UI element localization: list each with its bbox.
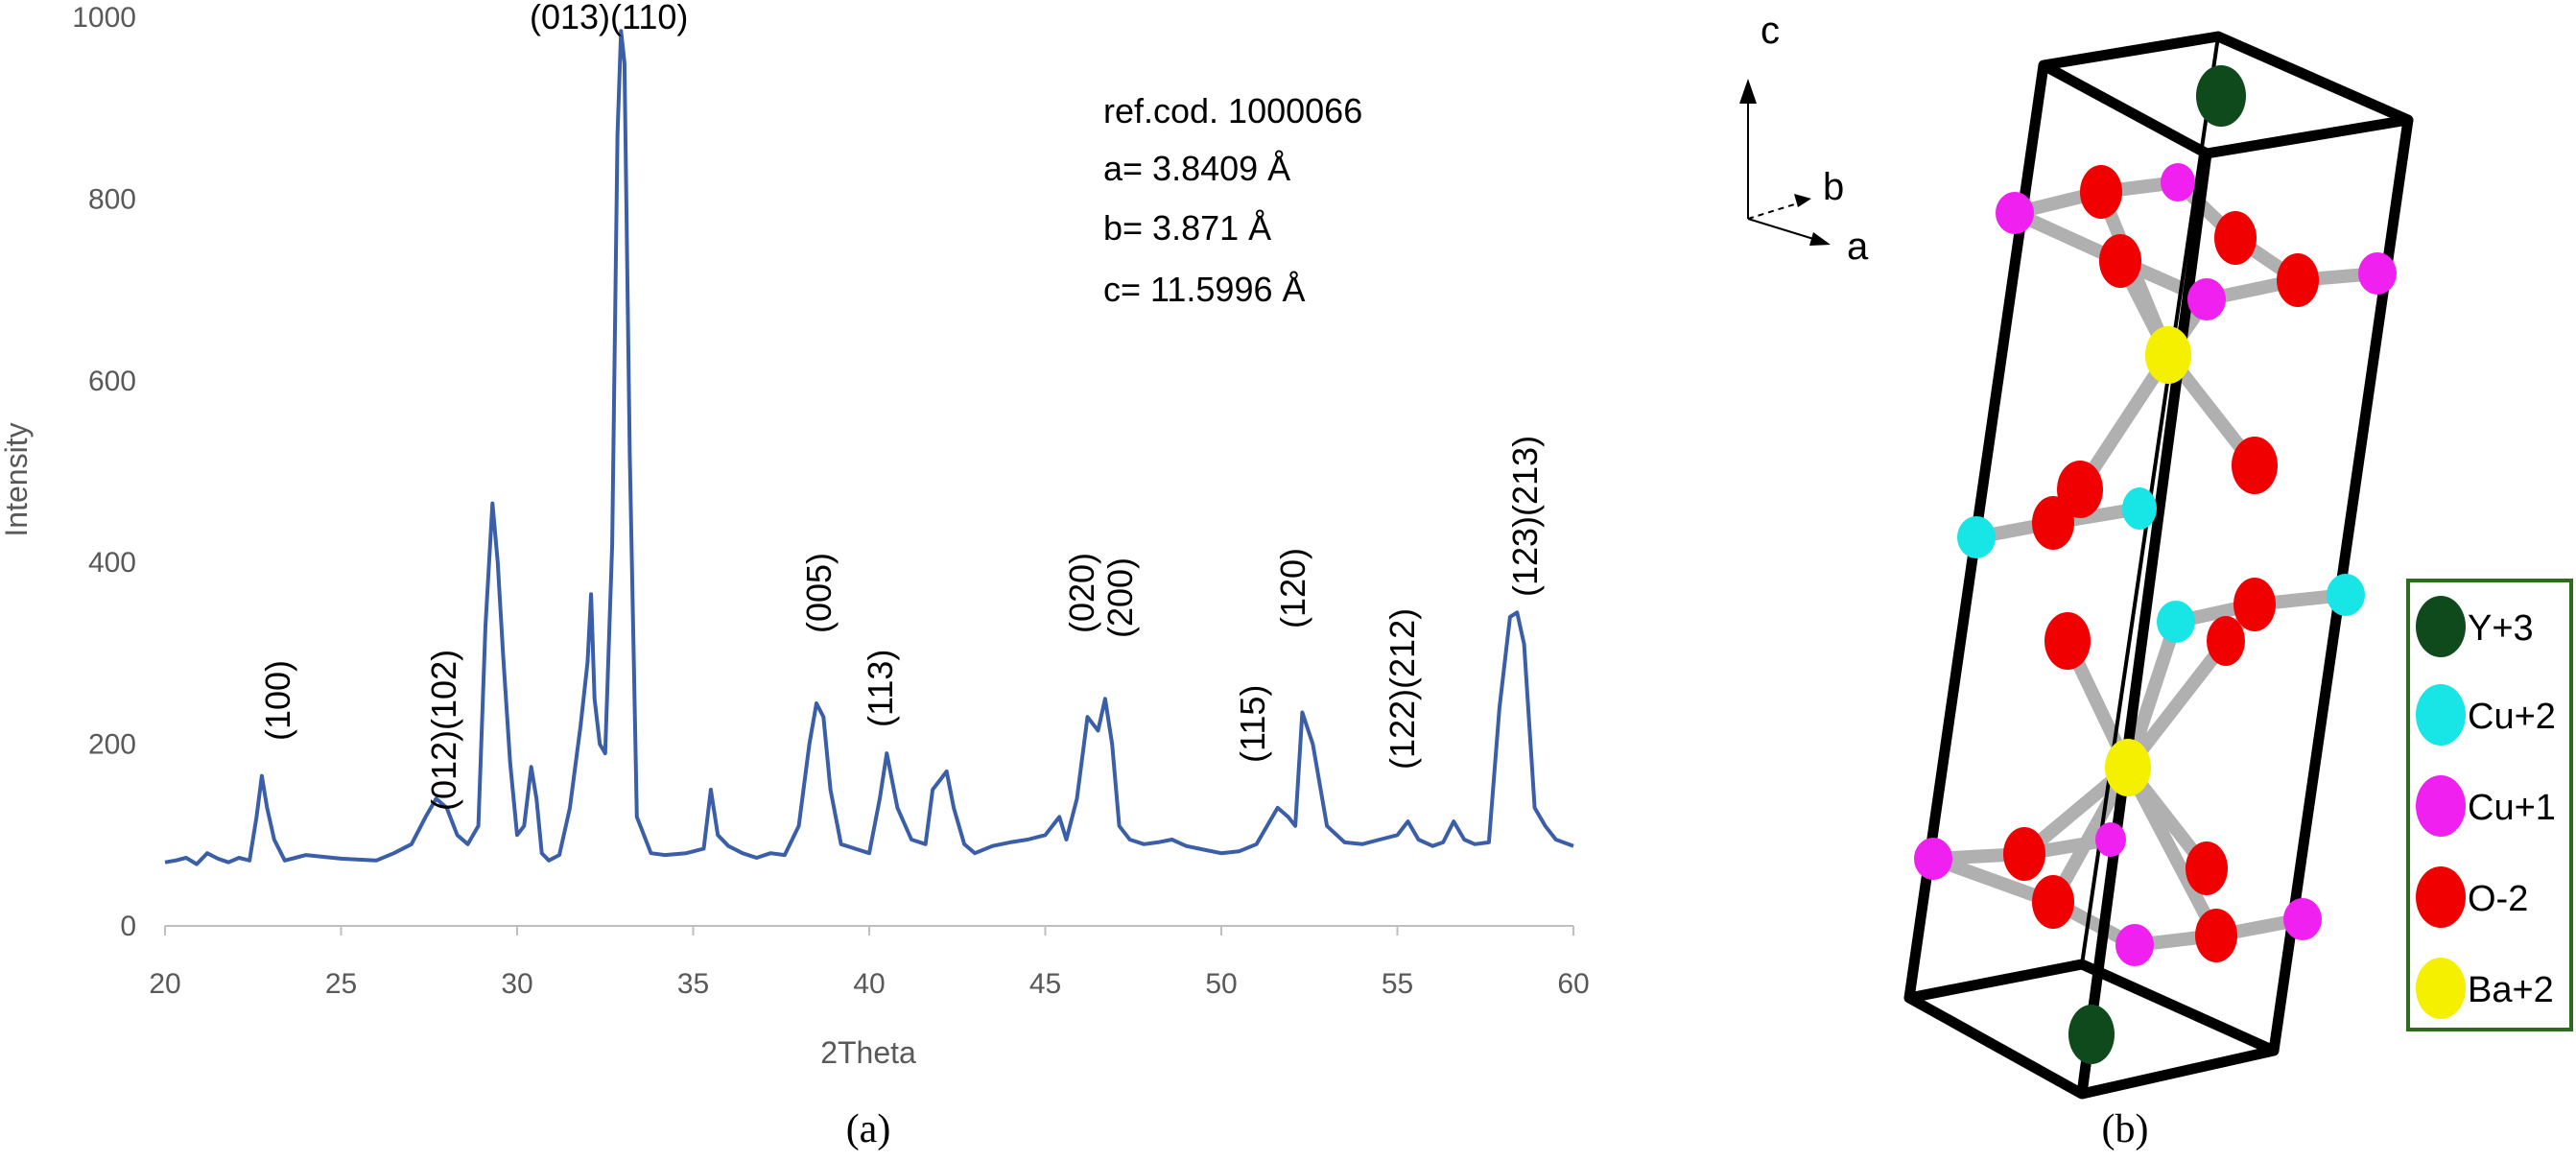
peak-label-012-102: (012)(102) — [424, 650, 463, 811]
structure-legend: Y+3 Cu+2 Cu+1 O-2 Ba+2 — [2406, 579, 2573, 1031]
peak-label-123-213: (123)(213) — [1505, 436, 1545, 597]
svg-text:Ba+2: Ba+2 — [2468, 970, 2554, 1010]
xrd-chart: 0 200 400 600 800 1000 20 25 30 35 40 45 50 55 60 Int… — [0, 0, 1590, 1151]
peak-label-200: (200) — [1100, 557, 1140, 638]
peak-label-113: (113) — [861, 650, 900, 727]
x-axis-label: 2Theta — [820, 1035, 916, 1070]
peak-label-013-110: (013)(110) — [530, 0, 688, 36]
atom-y-bottom — [2068, 1005, 2115, 1064]
axis-c-label: c — [1761, 10, 1780, 52]
x-tick-label: 35 — [677, 968, 709, 1000]
y-tick-label: 0 — [120, 911, 136, 942]
axes-glyph: c b a — [1739, 10, 1869, 268]
svg-text:Cu+1: Cu+1 — [2468, 788, 2556, 828]
legend-item-cu2: Cu+2 — [2416, 684, 2556, 746]
y-tick-label: 1000 — [72, 2, 136, 34]
legend-item-ba: Ba+2 — [2416, 958, 2554, 1019]
x-tick-label: 60 — [1557, 968, 1589, 1000]
svg-text:Cu+2: Cu+2 — [2468, 697, 2556, 737]
svg-text:O-2: O-2 — [2468, 879, 2528, 919]
crystal-structure: c b a — [1739, 10, 2573, 1151]
y-tick-label: 600 — [88, 366, 136, 397]
x-tick-marks — [164, 926, 1574, 936]
x-tick-label: 25 — [325, 968, 357, 1000]
panel-label-b: (b) — [2102, 1107, 2149, 1151]
x-tick-labels: 20 25 30 35 40 45 50 55 60 — [149, 968, 1589, 1000]
y-axis-label: Intensity — [0, 422, 34, 536]
peak-label-005: (005) — [799, 553, 839, 633]
peak-label-122-212: (122)(212) — [1383, 608, 1422, 770]
legend-item-cu1: Cu+1 — [2416, 775, 2556, 837]
y-tick-labels: 0 200 400 600 800 1000 — [72, 2, 136, 942]
lattice-b: b= 3.871 Å — [1103, 208, 1271, 248]
y-tick-label: 400 — [88, 547, 136, 579]
svg-text:Y+3: Y+3 — [2468, 608, 2534, 649]
x-tick-label: 45 — [1029, 968, 1061, 1000]
a-arrow-icon — [1809, 232, 1831, 246]
panel-label-a: (a) — [846, 1107, 891, 1151]
b-arrow-icon — [1794, 194, 1811, 207]
lattice-c: c= 11.5996 Å — [1103, 270, 1306, 309]
x-tick-label: 40 — [853, 968, 885, 1000]
peak-label-120: (120) — [1273, 548, 1312, 628]
series-line — [164, 29, 1574, 866]
x-tick-label: 30 — [501, 968, 532, 1000]
axis-b-label: b — [1823, 166, 1844, 208]
x-tick-label: 20 — [149, 968, 180, 1000]
lattice-annotation: ref.cod. 1000066 a= 3.8409 Å b= 3.871 Å … — [1103, 91, 1362, 309]
c-arrow-icon — [1739, 79, 1757, 104]
lattice-a: a= 3.8409 Å — [1103, 149, 1290, 188]
y-tick-label: 800 — [88, 183, 136, 215]
legend-item-o: O-2 — [2416, 866, 2528, 928]
atom-y-top — [2196, 65, 2246, 127]
peak-label-020: (020) — [1062, 553, 1101, 633]
axis-a-label: a — [1847, 225, 1869, 268]
y-tick-label: 200 — [88, 729, 136, 761]
unit-cell-frame — [1903, 31, 2414, 1100]
peak-labels: (100) (012)(102) (013)(110) (005) (113) … — [258, 0, 1545, 811]
ref-code: ref.cod. 1000066 — [1103, 91, 1362, 130]
x-tick-label: 50 — [1205, 968, 1237, 1000]
peak-label-100: (100) — [258, 660, 297, 741]
atoms — [1914, 65, 2397, 1064]
legend-item-y: Y+3 — [2416, 596, 2534, 657]
peak-label-115: (115) — [1233, 685, 1272, 763]
x-tick-label: 55 — [1382, 968, 1413, 1000]
